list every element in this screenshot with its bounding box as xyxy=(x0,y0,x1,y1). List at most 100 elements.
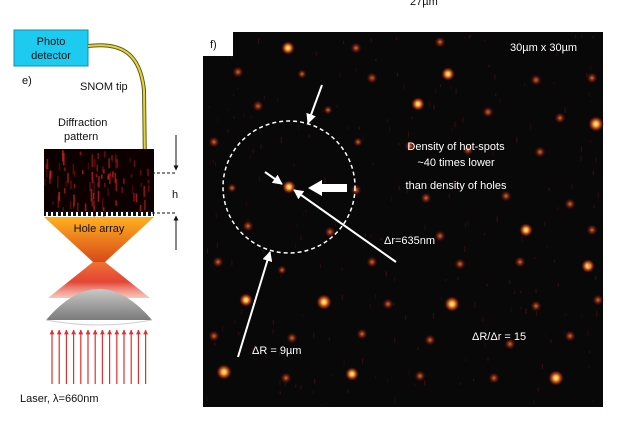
hole-mark xyxy=(76,212,78,216)
scan-noise xyxy=(279,380,281,385)
hole-mark xyxy=(51,212,53,216)
hot-spot xyxy=(462,144,474,156)
hot-spot xyxy=(554,112,566,124)
hot-spot xyxy=(227,183,237,193)
hot-spot xyxy=(424,334,436,346)
hole-mark xyxy=(126,212,128,216)
scan-noise xyxy=(252,104,254,108)
scan-noise xyxy=(555,51,558,57)
scan-noise xyxy=(308,134,310,138)
scan-noise xyxy=(486,284,488,287)
scan-noise xyxy=(535,311,537,316)
delta-r-large-arrow xyxy=(237,251,273,358)
hot-spot xyxy=(592,294,604,306)
scan-noise xyxy=(302,313,304,317)
speckle-mark xyxy=(44,178,46,186)
panel-f-label-box xyxy=(203,32,233,56)
scan-noise xyxy=(445,278,447,282)
central-hot-spot xyxy=(282,180,296,194)
hot-spot xyxy=(586,72,598,84)
speckle-mark xyxy=(69,201,72,209)
speckle-mark xyxy=(70,180,72,189)
scan-noise xyxy=(563,331,566,334)
scan-noise xyxy=(217,116,219,123)
scan-noise xyxy=(588,92,590,97)
speckle-mark xyxy=(139,205,142,212)
speckle-mark xyxy=(73,194,75,207)
laser-arrows xyxy=(49,329,149,384)
speckle-mark xyxy=(46,168,48,178)
hole-mark xyxy=(81,212,83,216)
speckle-mark xyxy=(72,163,75,175)
spot-block-arrow xyxy=(308,180,347,196)
scan-noise xyxy=(389,127,391,133)
scan-noise xyxy=(396,72,398,77)
hot-spot xyxy=(548,370,564,386)
scan-noise xyxy=(557,283,559,287)
hot-spot xyxy=(216,364,232,380)
speckle-mark xyxy=(77,202,79,212)
scan-noise xyxy=(387,378,389,383)
scan-noise xyxy=(259,129,261,135)
speckle-mark xyxy=(144,199,146,211)
scan-noise xyxy=(541,45,543,48)
hole-mark xyxy=(46,212,48,216)
hot-spot xyxy=(366,256,378,268)
hole-mark xyxy=(71,212,73,216)
scan-noise xyxy=(362,139,364,142)
scan-noise xyxy=(516,137,518,143)
speckle-mark xyxy=(135,193,138,203)
speckle-mark xyxy=(58,192,61,201)
hot-spot xyxy=(212,256,224,268)
scan-noise xyxy=(233,116,235,119)
scan-noise xyxy=(403,83,405,90)
speckle-mark xyxy=(94,159,96,167)
scan-noise xyxy=(375,58,377,62)
scan-noise xyxy=(571,183,573,189)
hot-spot xyxy=(420,192,432,204)
scan-noise xyxy=(414,383,416,387)
speckle-mark xyxy=(62,207,64,215)
scan-noise xyxy=(499,98,501,103)
scan-noise xyxy=(305,209,307,213)
scan-noise xyxy=(263,249,265,254)
scan-noise xyxy=(474,302,476,308)
delta-r-small-arrow xyxy=(293,189,397,263)
scan-noise xyxy=(588,365,590,369)
hot-spot xyxy=(564,198,576,210)
speckle-mark xyxy=(92,192,95,200)
scan-noise xyxy=(280,274,282,278)
h-label: h xyxy=(172,189,178,201)
scan-noise xyxy=(324,177,326,183)
scan-noise xyxy=(525,308,527,314)
scan-noise xyxy=(214,342,216,346)
speckle-mark xyxy=(102,198,104,210)
scan-noise xyxy=(580,146,583,153)
speckle-mark xyxy=(115,158,117,169)
scan-noise xyxy=(429,102,431,108)
speckle-mark xyxy=(50,170,53,176)
speckle-mark xyxy=(91,171,94,181)
snom-tip-label: SNOM tip xyxy=(80,81,128,93)
scan-noise xyxy=(341,295,343,300)
hole-mark xyxy=(131,212,133,216)
speckle-mark xyxy=(109,172,112,177)
speckle-mark xyxy=(79,151,82,156)
photo-detector-label-line1: Photo xyxy=(37,36,66,48)
speckle-mark xyxy=(140,183,143,187)
speckle-mark xyxy=(73,170,76,177)
speckle-mark xyxy=(107,175,109,180)
scan-noise xyxy=(370,38,372,43)
scan-noise xyxy=(520,306,522,309)
scan-noise xyxy=(492,152,494,155)
scan-noise xyxy=(293,163,295,167)
scan-noise xyxy=(487,357,489,361)
scan-noise xyxy=(362,358,364,364)
hot-spot xyxy=(323,105,333,115)
hot-spot xyxy=(434,36,446,48)
hot-spot xyxy=(356,328,368,340)
scan-noise xyxy=(216,243,218,248)
speckle-mark xyxy=(147,179,150,184)
scan-noise xyxy=(581,34,583,38)
scan-noise xyxy=(545,333,547,336)
